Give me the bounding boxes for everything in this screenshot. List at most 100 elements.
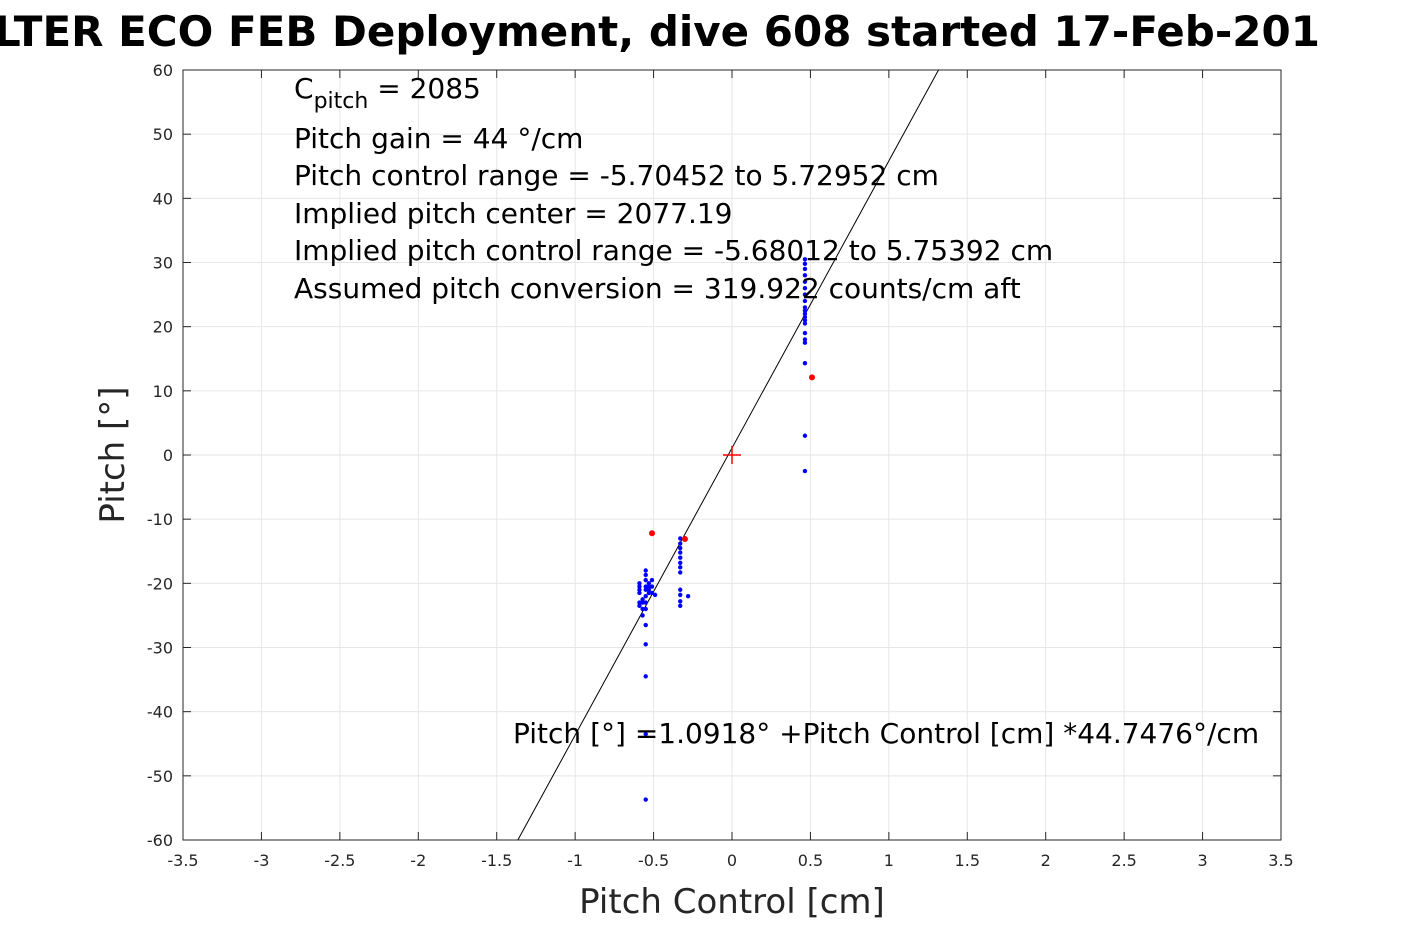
data-point	[802, 266, 808, 272]
c-pitch-main: C	[294, 72, 314, 105]
data-point	[643, 797, 648, 802]
y-tick-label: 20	[153, 318, 173, 337]
y-tick-label: 50	[153, 125, 173, 144]
data-point	[802, 314, 808, 320]
c-pitch-value: = 2085	[368, 72, 481, 105]
data-point	[637, 587, 642, 592]
data-point	[678, 565, 683, 570]
annotation-line: Pitch control range = -5.70452 to 5.7295…	[294, 159, 939, 192]
data-point	[802, 340, 808, 345]
y-tick-label: -40	[147, 703, 173, 722]
y-axis-label: Pitch [°]	[93, 386, 133, 523]
x-tick-label: 2.5	[1111, 851, 1136, 870]
x-axis-label: Pitch Control [cm]	[579, 882, 885, 922]
data-point	[643, 642, 648, 647]
x-tick-label: -1	[567, 851, 583, 870]
grid	[182, 69, 1282, 841]
data-point	[678, 560, 683, 565]
x-tick-label: -1.5	[481, 851, 512, 870]
data-point	[649, 584, 655, 589]
data-point	[802, 292, 808, 297]
data-point	[640, 600, 645, 605]
data-point	[802, 337, 808, 342]
y-tick-label: 10	[153, 382, 173, 401]
data-point	[678, 550, 683, 555]
data-point	[678, 599, 683, 604]
data-point	[678, 536, 683, 541]
x-tick-label: 0.5	[798, 851, 823, 870]
x-tick-label: 2	[1041, 851, 1051, 870]
annotation-line: Pitch gain = 44 °/cm	[294, 122, 583, 155]
x-tick-label: -3.5	[167, 851, 198, 870]
x-tick-label: -0.5	[638, 851, 669, 870]
y-tick-label: -20	[147, 574, 173, 593]
marks	[517, 69, 939, 841]
data-point	[637, 590, 642, 596]
annotation-line: Implied pitch center = 2077.19	[294, 197, 732, 230]
data-point	[643, 674, 648, 679]
x-tick-label: 3	[1197, 851, 1207, 870]
data-point	[637, 584, 642, 589]
data-point	[802, 261, 808, 266]
data-point	[678, 592, 683, 598]
y-tick-label: 0	[163, 446, 173, 465]
data-point	[646, 584, 652, 589]
data-point	[643, 593, 648, 599]
data-point	[640, 613, 645, 618]
flagged-point	[649, 530, 656, 537]
annotation-line: Assumed pitch conversion = 319.922 count…	[294, 272, 1021, 305]
data-point	[640, 606, 645, 612]
data-point	[802, 311, 808, 317]
data-point	[637, 603, 642, 608]
x-tick-label: -2	[410, 851, 426, 870]
data-point	[643, 584, 648, 589]
data-point	[802, 330, 808, 336]
x-tick-label: 1	[884, 851, 894, 870]
data-point	[802, 257, 808, 262]
data-point	[678, 545, 683, 551]
flagged-point	[808, 374, 815, 381]
y-tick-label: 60	[153, 61, 173, 80]
data-point	[637, 581, 642, 586]
x-tick-label: -3	[253, 851, 269, 870]
data-point	[802, 321, 808, 326]
data-point	[802, 285, 808, 291]
data-point	[678, 555, 683, 560]
data-point	[678, 587, 683, 592]
chart-title: LTER ECO FEB Deployment, dive 608 starte…	[0, 7, 1320, 56]
data-point	[802, 308, 808, 313]
data-point	[646, 587, 652, 592]
data-point	[643, 606, 648, 612]
x-tick-label: 3.5	[1268, 851, 1293, 870]
data-point	[802, 318, 808, 323]
annotation-line: Implied pitch control range = -5.68012 t…	[294, 234, 1053, 267]
flagged-point	[681, 536, 688, 543]
data-point	[643, 731, 648, 737]
y-tick-label: -60	[147, 831, 173, 850]
x-tick-label: 0	[727, 851, 737, 870]
data-point	[678, 541, 683, 546]
data-point	[802, 273, 808, 278]
data-point	[643, 622, 648, 628]
data-point	[643, 568, 648, 573]
data-point	[643, 572, 648, 578]
data-point	[643, 577, 648, 583]
y-tick-label: -30	[147, 639, 173, 658]
data-point	[640, 597, 645, 602]
y-tick-label: 30	[153, 254, 173, 273]
data-point	[643, 587, 648, 592]
y-tick-label: -10	[147, 510, 173, 529]
x-tick-label: 1.5	[955, 851, 980, 870]
data-point	[685, 593, 691, 599]
data-point	[643, 600, 648, 605]
y-tick-label: -50	[147, 767, 173, 786]
c-pitch-annotation: Cpitch = 2085	[294, 72, 481, 114]
data-point	[802, 298, 808, 304]
data-point	[646, 590, 652, 596]
data-point	[678, 603, 683, 608]
data-point	[652, 592, 658, 598]
data-point	[802, 305, 808, 310]
c-pitch-sub: pitch	[314, 89, 369, 114]
data-point	[646, 581, 652, 586]
